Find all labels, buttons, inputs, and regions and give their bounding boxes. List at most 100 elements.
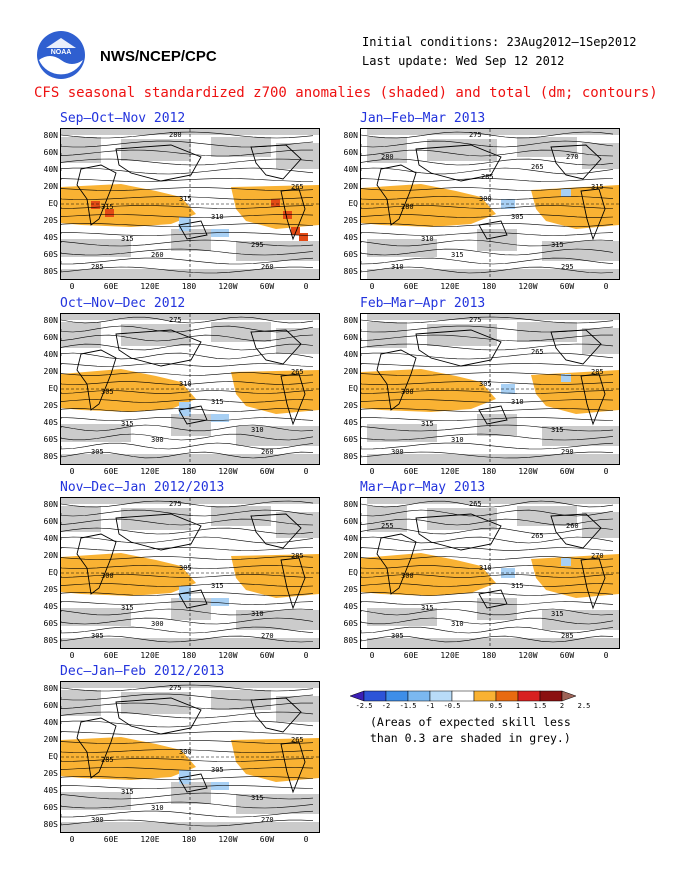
legend-swatch [539,690,563,702]
contour-label: 255 [381,522,394,530]
lat-label: 60S [343,619,358,628]
lon-label: 120E [140,282,160,291]
lon-label: 60W [559,651,575,660]
contour-label: 310 [451,436,464,444]
contour-label: 315 [551,241,564,249]
lon-label: 60W [259,467,275,476]
contour-label: 310 [251,426,264,434]
contour-label: 265 [531,532,544,540]
lat-label: 20S [43,401,58,410]
lon-label: 120W [518,282,538,291]
contour-label: 300 [479,195,492,203]
lon-label: 120W [218,835,238,844]
legend-swatch [473,690,497,702]
lat-label: 40S [343,418,358,427]
legend-tick: 2.5 [577,702,591,710]
lon-label: 0 [303,835,309,844]
lat-label: 80N [43,316,58,325]
panel-title: Mar–Apr–May 2013 [360,480,486,495]
contour-label: 315 [451,251,464,259]
lon-label: 0 [369,467,375,476]
contour-label: 315 [421,420,434,428]
lat-label: EQ [348,199,358,208]
lon-label: 120E [140,467,160,476]
contour-label: 265 [291,368,304,376]
lat-label: 40S [43,786,58,795]
map-panel: 275 300 305 315 315 310 300 305 270 285 [60,497,320,649]
contour-label: 265 [531,348,544,356]
contour-label: 275 [169,316,182,324]
contour-label: 285 [91,263,104,271]
contour-label: 305 [391,632,404,640]
contour-label: 305 [479,380,492,388]
contour-label: 260 [261,448,274,456]
page-title: CFS seasonal standardized z700 anomalies… [34,85,658,101]
lat-label: 40N [343,534,358,543]
anomaly-map: 275 285 300 305 315 315 310 300 270 265 [61,682,319,832]
lon-label: 60W [259,651,275,660]
last-update: Last update: Wed Sep 12 2012 [362,54,565,68]
panel-title: Feb–Mar–Apr 2013 [360,296,486,311]
contour-label: 275 [169,684,182,692]
lon-label: 0 [303,651,309,660]
lon-label: 60E [103,835,119,844]
lat-label: 80S [43,636,58,645]
legend-tick: -1.5 [399,702,417,710]
map-panel: 275 300 305 310 315 315 310 300 290 285 265 [360,313,620,465]
contour-label: 260 [566,522,579,530]
contour-label: 315 [101,203,114,211]
lon-label: 0 [603,651,609,660]
contour-label: 285 [591,368,604,376]
contour-label: 315 [421,604,434,612]
lon-label: 180 [181,282,197,291]
lat-label: 20N [43,551,58,560]
lat-label: 40S [343,233,358,242]
svg-text:NOAA: NOAA [51,49,72,56]
lat-label: 80S [43,267,58,276]
contour-label: 315 [511,582,524,590]
lon-label: 60E [103,282,119,291]
contour-label: 310 [511,398,524,406]
lon-label: 120W [518,467,538,476]
lat-label: 40N [343,165,358,174]
lat-label: 80S [43,820,58,829]
contour-label: 270 [261,816,274,824]
legend-note-line2: than 0.3 are shaded in grey.) [370,731,571,745]
legend-tick: -2 [381,702,391,710]
lat-label: 20N [343,551,358,560]
color-legend [350,690,577,702]
contour-label: 285 [561,632,574,640]
contour-label: 315 [179,195,192,203]
lon-label: 120E [440,282,460,291]
lon-label: 0 [69,835,75,844]
contour-label: 280 [169,131,182,139]
lat-label: 60N [43,333,58,342]
lat-label: 20N [43,367,58,376]
lat-label: 40S [43,233,58,242]
contour-label: 265 [291,736,304,744]
lat-label: 40N [343,350,358,359]
lon-label: 60W [559,467,575,476]
contour-label: 310 [251,610,264,618]
lon-label: 60E [103,467,119,476]
map-panel: 275 305 310 315 315 310 300 305 260 265 [60,313,320,465]
anomaly-map: 280 315 315 310 315 295 260 285 260 265 [61,129,319,279]
legend-tick: -0.5 [443,702,461,710]
legend-swatch [517,690,541,702]
lat-label: EQ [348,568,358,577]
lon-label: 60W [259,282,275,291]
lat-label: 40N [43,718,58,727]
map-panel: 265 300 310 315 315 315 310 305 285 270 265 260 255 [360,497,620,649]
lat-label: 20S [43,585,58,594]
contour-label: 285 [481,173,494,181]
contour-label: 270 [261,632,274,640]
contour-label: 315 [121,788,134,796]
lat-label: 60N [343,517,358,526]
lon-label: 0 [603,467,609,476]
contour-label: 275 [469,131,482,139]
contour-label: 310 [451,620,464,628]
lat-label: 60S [43,250,58,259]
contour-label: 300 [179,748,192,756]
contour-label: 315 [551,426,564,434]
anomaly-map: 275 300 305 310 315 315 310 300 290 285 265 [361,314,619,464]
